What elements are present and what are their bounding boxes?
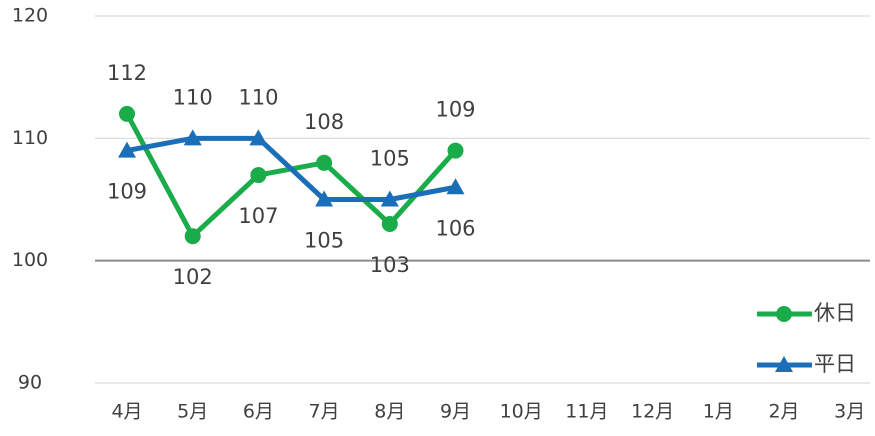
data-label: 103 <box>370 253 410 277</box>
x-tick-label: 2月 <box>768 401 799 423</box>
marker <box>250 167 267 184</box>
x-tick-label: 6月 <box>243 401 274 423</box>
x-tick-label: 4月 <box>111 401 142 423</box>
marker <box>447 142 464 159</box>
x-tick-label: 10月 <box>500 401 543 423</box>
x-tick-label: 12月 <box>631 401 674 423</box>
data-label: 112 <box>107 61 147 85</box>
series-line <box>124 112 458 239</box>
marker <box>249 129 268 146</box>
data-label: 108 <box>304 110 344 134</box>
legend-label: 平日 <box>814 352 856 376</box>
data-label: 102 <box>173 265 213 289</box>
marker <box>446 178 465 195</box>
x-tick-label: 3月 <box>834 401 865 423</box>
x-tick-label: 11月 <box>565 401 608 423</box>
series-line <box>126 135 456 202</box>
marker <box>381 215 398 232</box>
data-label: 110 <box>238 85 278 109</box>
marker <box>316 154 333 171</box>
marker <box>315 190 334 207</box>
marker <box>183 129 202 146</box>
data-label: 110 <box>173 85 213 109</box>
data-label: 105 <box>370 147 410 171</box>
y-tick-label: 90 <box>18 372 42 394</box>
marker <box>119 105 135 122</box>
y-tick-label: 100 <box>12 249 48 271</box>
marker <box>380 190 399 207</box>
data-label: 107 <box>238 204 278 228</box>
data-label: 109 <box>435 98 475 122</box>
x-tick-label: 8月 <box>374 401 405 423</box>
data-label: 109 <box>107 180 147 204</box>
marker <box>184 228 201 245</box>
y-tick-label: 120 <box>12 5 48 27</box>
x-tick-label: 5月 <box>177 401 208 423</box>
marker <box>775 356 793 372</box>
x-tick-label: 9月 <box>440 401 471 423</box>
y-tick-label: 110 <box>12 127 48 149</box>
data-label: 106 <box>435 216 475 240</box>
marker <box>118 141 136 158</box>
legend-label: 休日 <box>814 301 856 325</box>
x-tick-label: 1月 <box>703 401 734 423</box>
marker <box>776 306 792 322</box>
data-label: 105 <box>304 229 344 253</box>
x-tick-label: 7月 <box>309 401 340 423</box>
